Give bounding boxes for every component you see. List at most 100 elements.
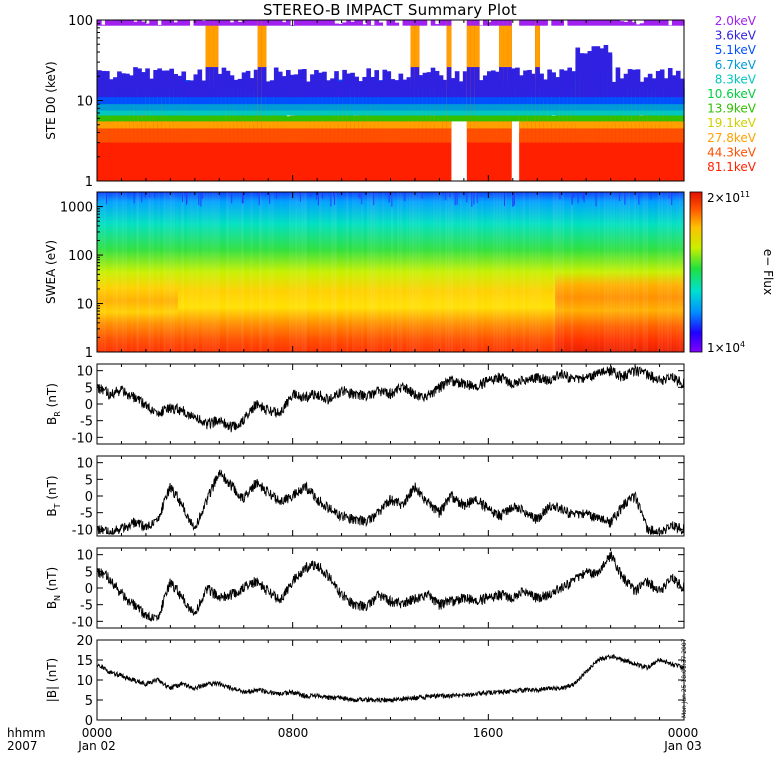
ste-data-bar <box>487 121 492 129</box>
swea-heatmap-streak <box>669 192 670 199</box>
ste-data-bar <box>222 20 227 26</box>
ste-data-bar <box>165 70 170 97</box>
swea-heatmap-streak <box>471 192 472 207</box>
ste-data-bar <box>559 69 564 97</box>
ste-data-bar <box>415 67 420 97</box>
ste-data-bar <box>495 20 500 26</box>
ste-data-bar <box>515 68 520 98</box>
swea-heatmap-streak <box>360 192 361 199</box>
ste-data-bar <box>624 74 629 97</box>
ste-y-axis-label: STE D0 (keV) <box>44 61 58 140</box>
swea-heatmap-cell <box>343 192 346 352</box>
swea-heatmap-streak <box>596 192 597 206</box>
swea-heatmap-streak <box>182 192 183 202</box>
swea-heatmap-cell <box>486 192 489 352</box>
swea-heatmap-streak <box>310 192 311 197</box>
swea-heatmap-cell <box>558 192 561 352</box>
ste-data-bar <box>531 126 536 142</box>
ste-data-bar <box>238 79 243 97</box>
swea-heatmap-cell <box>555 192 558 352</box>
swea-heatmap-cell <box>157 192 160 352</box>
swea-heatmap-streak <box>200 192 201 207</box>
ste-data-bar <box>133 22 138 26</box>
swea-heatmap-cell <box>612 192 615 352</box>
ste-data-bar <box>463 71 468 97</box>
bn-y-tick-label: -5 <box>80 599 93 614</box>
swea-heatmap-streak <box>638 192 639 205</box>
ste-data-bar <box>350 22 355 26</box>
plot-title: STEREO-B IMPACT Summary Plot <box>0 1 780 19</box>
ste-data-bar <box>668 68 673 97</box>
ste-data-bar <box>350 120 355 128</box>
br-y-axis-unit: (nT) <box>45 383 59 411</box>
ste-data-bar <box>664 20 669 26</box>
ste-data-bar <box>302 69 307 97</box>
swea-heatmap-streak <box>422 192 423 199</box>
swea-heatmap-cell <box>630 192 633 352</box>
swea-heatmap-cell <box>289 192 292 352</box>
ste-data-bar <box>612 20 617 26</box>
swea-heatmap-streak <box>198 192 199 205</box>
swea-heatmap-streak <box>481 192 482 197</box>
time-tick-date: Jan 03 <box>658 740 708 753</box>
bn-y-tick-label: 10 <box>76 549 93 564</box>
ste-data-bar <box>475 20 480 26</box>
ste-data-bar <box>193 74 198 97</box>
swea-heatmap-streak <box>334 192 335 205</box>
ste-legend-label: 10.6keV <box>707 87 757 101</box>
swea-heatmap-cell <box>579 192 582 352</box>
swea-heatmap-cell <box>181 192 184 352</box>
swea-heatmap-cell <box>124 192 127 352</box>
swea-heatmap-cell <box>271 192 274 352</box>
bmag-y-axis-label: |B| (nT) <box>45 658 59 702</box>
swea-heatmap-cell <box>648 192 651 352</box>
swea-heatmap-cell <box>453 192 456 352</box>
ste-data-bar <box>592 20 597 26</box>
ste-data-bar <box>202 21 207 26</box>
swea-heatmap-cell <box>471 192 474 352</box>
ste-data-bar <box>583 126 588 142</box>
swea-heatmap-cell <box>319 192 322 352</box>
ste-data-bar <box>189 116 194 122</box>
ste-data-bar <box>230 22 235 25</box>
swea-heatmap-streak <box>257 192 258 196</box>
colorbar-label: e− Flux <box>761 249 775 295</box>
ste-data-bar <box>314 70 319 97</box>
ste-data-bar <box>547 69 552 97</box>
ste-data-bar <box>443 80 448 97</box>
swea-heatmap-streak <box>361 192 362 204</box>
ste-series-group <box>97 20 685 181</box>
swea-heatmap-cell <box>388 192 391 352</box>
ste-data-bar <box>648 74 653 97</box>
colorbar-max-label: 2×1011 <box>707 190 750 205</box>
ste-data-bar <box>652 20 657 26</box>
swea-heatmap-cell <box>414 192 417 352</box>
ste-data-bar <box>648 20 653 26</box>
ste-data-bar <box>519 20 524 26</box>
swea-heatmap-streak <box>373 192 374 205</box>
ste-data-bar <box>487 22 492 26</box>
ste-data-bar <box>290 116 295 121</box>
ste-data-bar <box>431 68 436 97</box>
ste-data-bar <box>571 71 576 97</box>
ste-data-bar <box>149 20 154 26</box>
ste-data-bar <box>298 20 303 26</box>
swea-heatmap-cell <box>501 192 504 352</box>
ste-data-bar <box>575 48 580 98</box>
ste-data-bar <box>222 68 227 98</box>
ste-data-bar <box>101 71 106 97</box>
ste-data-bar <box>656 71 661 97</box>
swea-heatmap-cell <box>313 192 316 352</box>
ste-data-bar <box>330 78 335 97</box>
ste-data-bar <box>378 22 383 25</box>
bt-y-tick-label: -10 <box>72 523 93 538</box>
swea-heatmap-cell <box>376 192 379 352</box>
time-tick-label: 0000 Jan 02 <box>72 727 122 753</box>
swea-heatmap-streak <box>134 192 135 203</box>
swea-heatmap-cell <box>474 192 477 352</box>
ste-data-bar <box>395 80 400 97</box>
swea-heatmap-cell <box>561 192 564 352</box>
ste-data-bar <box>612 82 617 97</box>
swea-heatmap-cell <box>154 192 157 352</box>
ste-data-bar <box>431 20 436 26</box>
